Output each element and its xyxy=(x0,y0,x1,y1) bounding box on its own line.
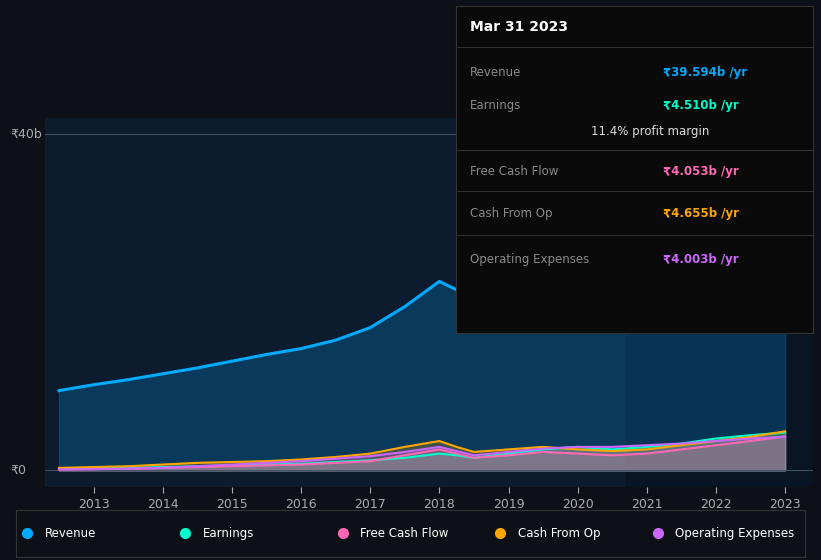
Text: ₹0: ₹0 xyxy=(11,464,26,477)
Text: ₹4.655b /yr: ₹4.655b /yr xyxy=(663,207,739,220)
Text: Revenue: Revenue xyxy=(45,527,96,540)
Text: Free Cash Flow: Free Cash Flow xyxy=(360,527,448,540)
Text: ₹4.003b /yr: ₹4.003b /yr xyxy=(663,253,738,266)
Text: ₹4.510b /yr: ₹4.510b /yr xyxy=(663,99,739,112)
Text: Earnings: Earnings xyxy=(470,99,521,112)
Text: Cash From Op: Cash From Op xyxy=(518,527,600,540)
Text: ₹39.594b /yr: ₹39.594b /yr xyxy=(663,66,747,80)
Text: ₹4.053b /yr: ₹4.053b /yr xyxy=(663,165,739,178)
Text: Cash From Op: Cash From Op xyxy=(470,207,553,220)
Text: Free Cash Flow: Free Cash Flow xyxy=(470,165,558,178)
Text: Revenue: Revenue xyxy=(470,66,521,80)
Text: Operating Expenses: Operating Expenses xyxy=(676,527,795,540)
Text: ₹40b: ₹40b xyxy=(11,128,43,141)
Text: Operating Expenses: Operating Expenses xyxy=(470,253,589,266)
Bar xyxy=(626,118,813,487)
Text: Mar 31 2023: Mar 31 2023 xyxy=(470,20,568,34)
Text: Earnings: Earnings xyxy=(203,527,254,540)
Text: 11.4% profit margin: 11.4% profit margin xyxy=(591,125,709,138)
